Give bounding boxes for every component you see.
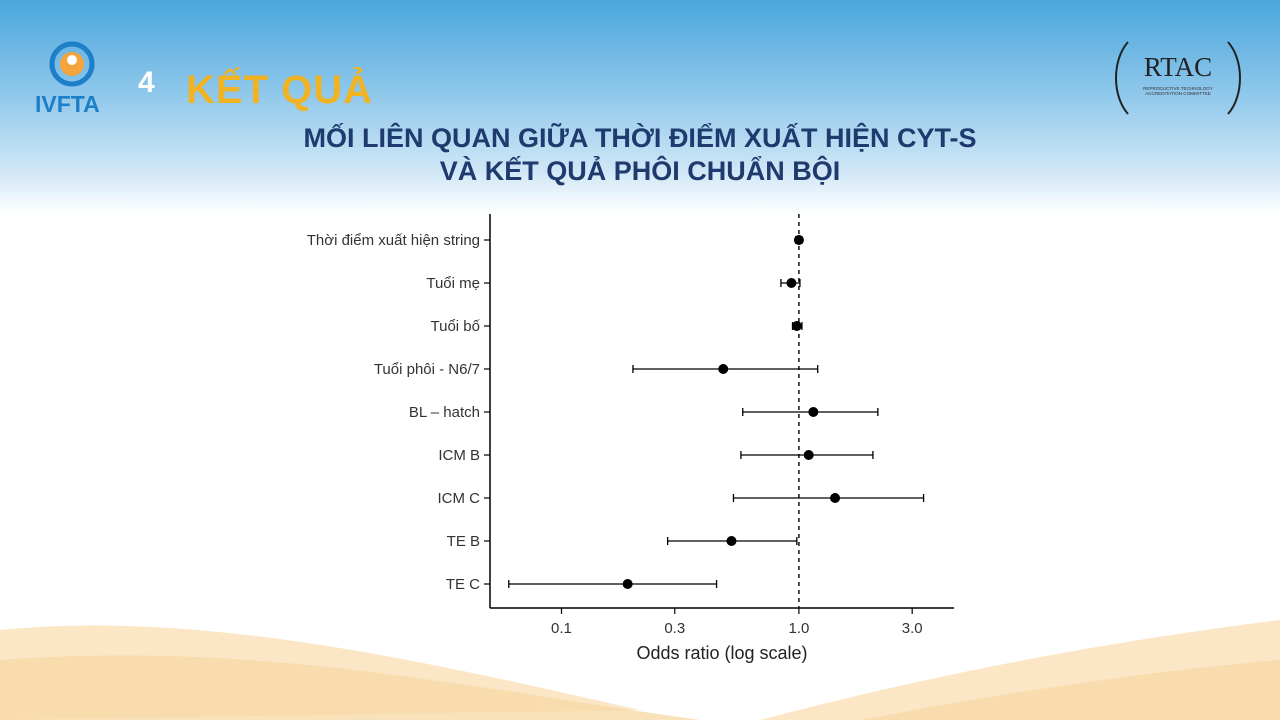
rtac-logo-icon	[1115, 41, 1241, 115]
slide-title-line2: VÀ KẾT QUẢ PHÔI CHUẨN BỘI	[439, 156, 841, 186]
section-title: KẾT QUẢ	[186, 68, 373, 112]
row-label: Tuổi bố	[431, 318, 481, 335]
point-estimate	[791, 321, 802, 331]
row-label: Tuổi phôi - N6/7	[374, 361, 480, 378]
point-estimate	[622, 579, 633, 589]
x-axis-label: Odds ratio (log scale)	[636, 643, 807, 663]
x-tick-label: 3.0	[902, 620, 923, 637]
row-label: Tuổi mẹ	[426, 275, 480, 292]
bottom-wave-decoration	[0, 620, 1280, 720]
slide-title-line1: MỐI LIÊN QUAN GIỮA THỜI ĐIỂM XUẤT HIỆN C…	[303, 123, 977, 153]
point-estimate	[718, 364, 729, 374]
x-tick-label: 0.1	[551, 620, 572, 637]
row-label: Thời điểm xuất hiện string	[307, 232, 480, 249]
rtac-logo-text: RTAC	[1143, 52, 1213, 82]
rtac-subtitle-line1: REPRODUCTIVE TECHNOLOGY	[1143, 86, 1213, 91]
rtac-subtitle-line2: ACCREDITATION COMMITTEE	[1145, 91, 1211, 96]
point-estimate	[830, 493, 841, 503]
point-estimate	[803, 450, 814, 460]
x-tick-label: 1.0	[788, 620, 809, 637]
ivfta-logo-text: IVFTA	[35, 91, 100, 117]
ivfta-emblem-icon	[49, 41, 95, 87]
row-label: TE C	[446, 576, 480, 593]
row-label: ICM B	[438, 447, 480, 464]
x-tick-label: 0.3	[664, 620, 685, 637]
point-estimate	[793, 235, 804, 245]
point-estimate	[786, 278, 797, 288]
row-label: TE B	[447, 533, 480, 550]
step-number: 4	[138, 66, 155, 99]
row-label: BL – hatch	[409, 404, 480, 421]
point-estimate	[726, 536, 737, 546]
rtac-subtitle: REPRODUCTIVE TECHNOLOGY ACCREDITATION CO…	[1132, 86, 1224, 96]
point-estimate	[808, 407, 819, 417]
row-label: ICM C	[438, 490, 481, 507]
slide-title: MỐI LIÊN QUAN GIỮA THỜI ĐIỂM XUẤT HIỆN C…	[140, 122, 1140, 188]
